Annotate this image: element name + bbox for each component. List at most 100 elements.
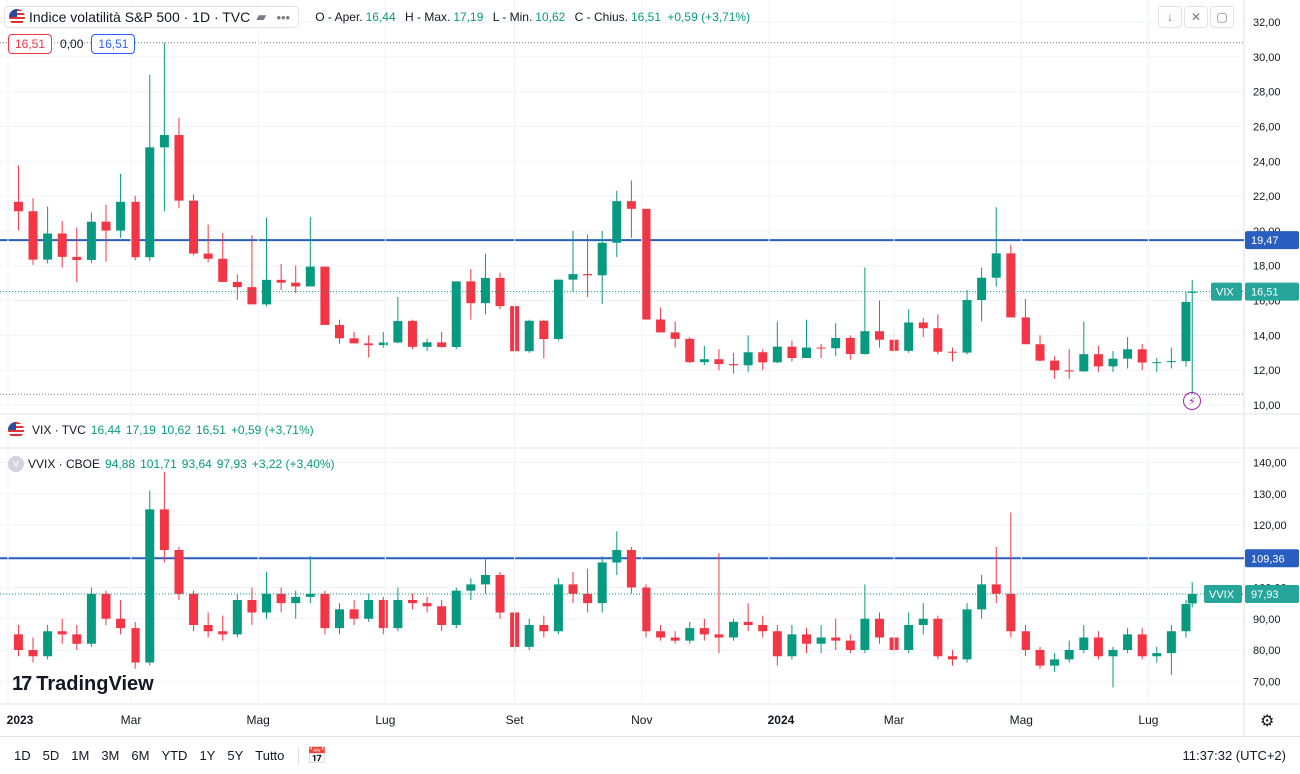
range-ytd[interactable]: YTD [161, 748, 188, 763]
vvix-candle-body [656, 631, 666, 638]
buy-price-pill[interactable]: 16,51 [91, 34, 136, 54]
vix-legend-high: 17,19 [125, 423, 156, 437]
vvix-candle-body [378, 600, 388, 629]
vix-candle-body [1152, 362, 1162, 364]
range-3m[interactable]: 3M [101, 748, 120, 763]
vvix-y-tick: 90,00 [1253, 614, 1281, 626]
vvix-candle-body [28, 650, 38, 657]
chart-title: Indice volatilità S&P 500 · 1D · TVC [29, 9, 251, 25]
x-tick: Mar [884, 713, 905, 727]
range-6m[interactable]: 6M [131, 748, 150, 763]
vvix-legend-close: 97,93 [216, 457, 247, 471]
sell-price-pill[interactable]: 16,51 [8, 34, 53, 54]
toolbar-divider [298, 746, 300, 765]
vix-y-tick: 32,00 [1253, 17, 1281, 29]
symbol-box[interactable]: Indice volatilità S&P 500 · 1D · TVC ▰ •… [4, 6, 300, 28]
vvix-candle-body [524, 625, 534, 647]
vix-candle-body [714, 359, 724, 365]
bottom-toolbar: 1D 5D 1M 3M 6M YTD 1Y 5Y Tutto 📅 11:37:3… [0, 736, 1300, 774]
x-tick: Lug [1138, 713, 1158, 727]
vvix-candle-body [349, 609, 359, 619]
spread-value: 0,00 [60, 37, 84, 51]
vix-legend-change: +0,59 (+3,71%) [230, 423, 314, 437]
range-1d[interactable]: 1D [14, 748, 31, 763]
collapse-icon[interactable]: ✕ [1184, 6, 1208, 28]
close-value: 16,51 [631, 10, 662, 24]
more-options-icon[interactable]: ••• [276, 9, 291, 25]
range-all[interactable]: Tutto [255, 748, 285, 763]
maximize-icon[interactable]: ▢ [1210, 6, 1234, 28]
range-1y[interactable]: 1Y [199, 748, 216, 763]
vix-candle-body [1006, 253, 1016, 318]
flag-marker-icon[interactable]: ▰ [256, 9, 267, 24]
vix-candle-body [116, 201, 126, 231]
vix-candle-body [524, 320, 534, 352]
vix-legend-name: VIX · TVC [32, 423, 86, 437]
vvix-hline-label-bg [1245, 549, 1299, 568]
vvix-symbol-icon: V [8, 456, 24, 472]
vix-candle-body [1123, 349, 1133, 359]
vix-candle-body [568, 274, 578, 280]
range-1m[interactable]: 1M [71, 748, 90, 763]
vix-candle-body [597, 242, 607, 276]
vvix-candle-body [1035, 650, 1045, 666]
close-label: C - Chius. [574, 10, 628, 24]
vvix-legend-change: +3,22 (+3,40%) [251, 457, 335, 471]
vix-legend-close: 16,51 [195, 423, 226, 437]
vix-candle-body [1181, 301, 1191, 362]
lightning-icon[interactable]: ⚡ [1183, 392, 1201, 410]
vix-candle-body [203, 253, 213, 259]
vvix-candle-body [860, 618, 870, 650]
watermark-text: TradingView [36, 673, 154, 695]
vvix-candle-body [291, 596, 301, 604]
ohlc-legend: O - Aper. 16,44 H - Max. 17,19 L - Min. 10,… [309, 10, 750, 24]
vvix-candle-body [553, 584, 563, 632]
vix-candle-body [1093, 354, 1103, 367]
vvix-candle-body [1079, 637, 1089, 650]
vix-last-label-bg [1245, 282, 1299, 301]
vvix-candle-body [918, 618, 928, 625]
open-label: O - Aper. [315, 10, 363, 24]
vix-symbol-tag: VIX [1216, 287, 1234, 299]
calendar-goto-icon[interactable]: 📅 [307, 747, 328, 765]
vix-candle-body [495, 277, 505, 307]
chart-canvas[interactable]: 10,0012,0014,0016,0018,0020,0022,0024,00… [0, 0, 1300, 736]
vvix-symbol-tag-bg [1204, 584, 1242, 603]
vvix-candle-body [13, 634, 23, 650]
tradingview-watermark: 17 TradingView [12, 673, 154, 696]
range-5y[interactable]: 5Y [227, 748, 244, 763]
vvix-candle-body [130, 628, 140, 663]
gear-icon[interactable]: ⚙ [1260, 713, 1275, 730]
vvix-candle-body [203, 625, 213, 632]
vix-candle-body [1020, 317, 1030, 345]
vix-candle-body [626, 201, 636, 209]
vvix-candle-body [597, 562, 607, 604]
vvix-candle-body [1050, 659, 1060, 666]
vix-legend-open: 16,44 [90, 423, 121, 437]
vix-y-tick: 18,00 [1253, 261, 1281, 273]
vvix-candle-body [276, 593, 286, 604]
vvix-candle-body [1123, 634, 1133, 650]
vvix-candle-body [874, 618, 884, 638]
vvix-candle-body [57, 631, 67, 635]
x-tick: Mar [121, 713, 142, 727]
vix-candle-body [1108, 358, 1118, 367]
vix-candle-body [699, 359, 709, 363]
vix-y-tick: 30,00 [1253, 52, 1281, 64]
vix-candle-body [539, 320, 549, 340]
vix-candle-body [145, 147, 155, 258]
us-flag-icon [9, 9, 25, 25]
vvix-candle-body [714, 634, 724, 638]
vix-candle-body [305, 266, 315, 287]
clock[interactable]: 11:37:32 (UTC+2) [1182, 748, 1286, 763]
vix-candle-body [189, 200, 199, 254]
vix-candle-body [787, 346, 797, 358]
range-5d[interactable]: 5D [42, 748, 60, 763]
vvix-last-label: 97,93 [1251, 589, 1279, 601]
vix-candle-body [933, 328, 943, 352]
vvix-candle-body [101, 593, 111, 619]
vvix-candle-body [1020, 631, 1030, 650]
arrow-down-icon[interactable]: ↓ [1158, 6, 1182, 28]
vix-candle-body [1137, 349, 1147, 363]
vix-candle-body [918, 322, 928, 329]
